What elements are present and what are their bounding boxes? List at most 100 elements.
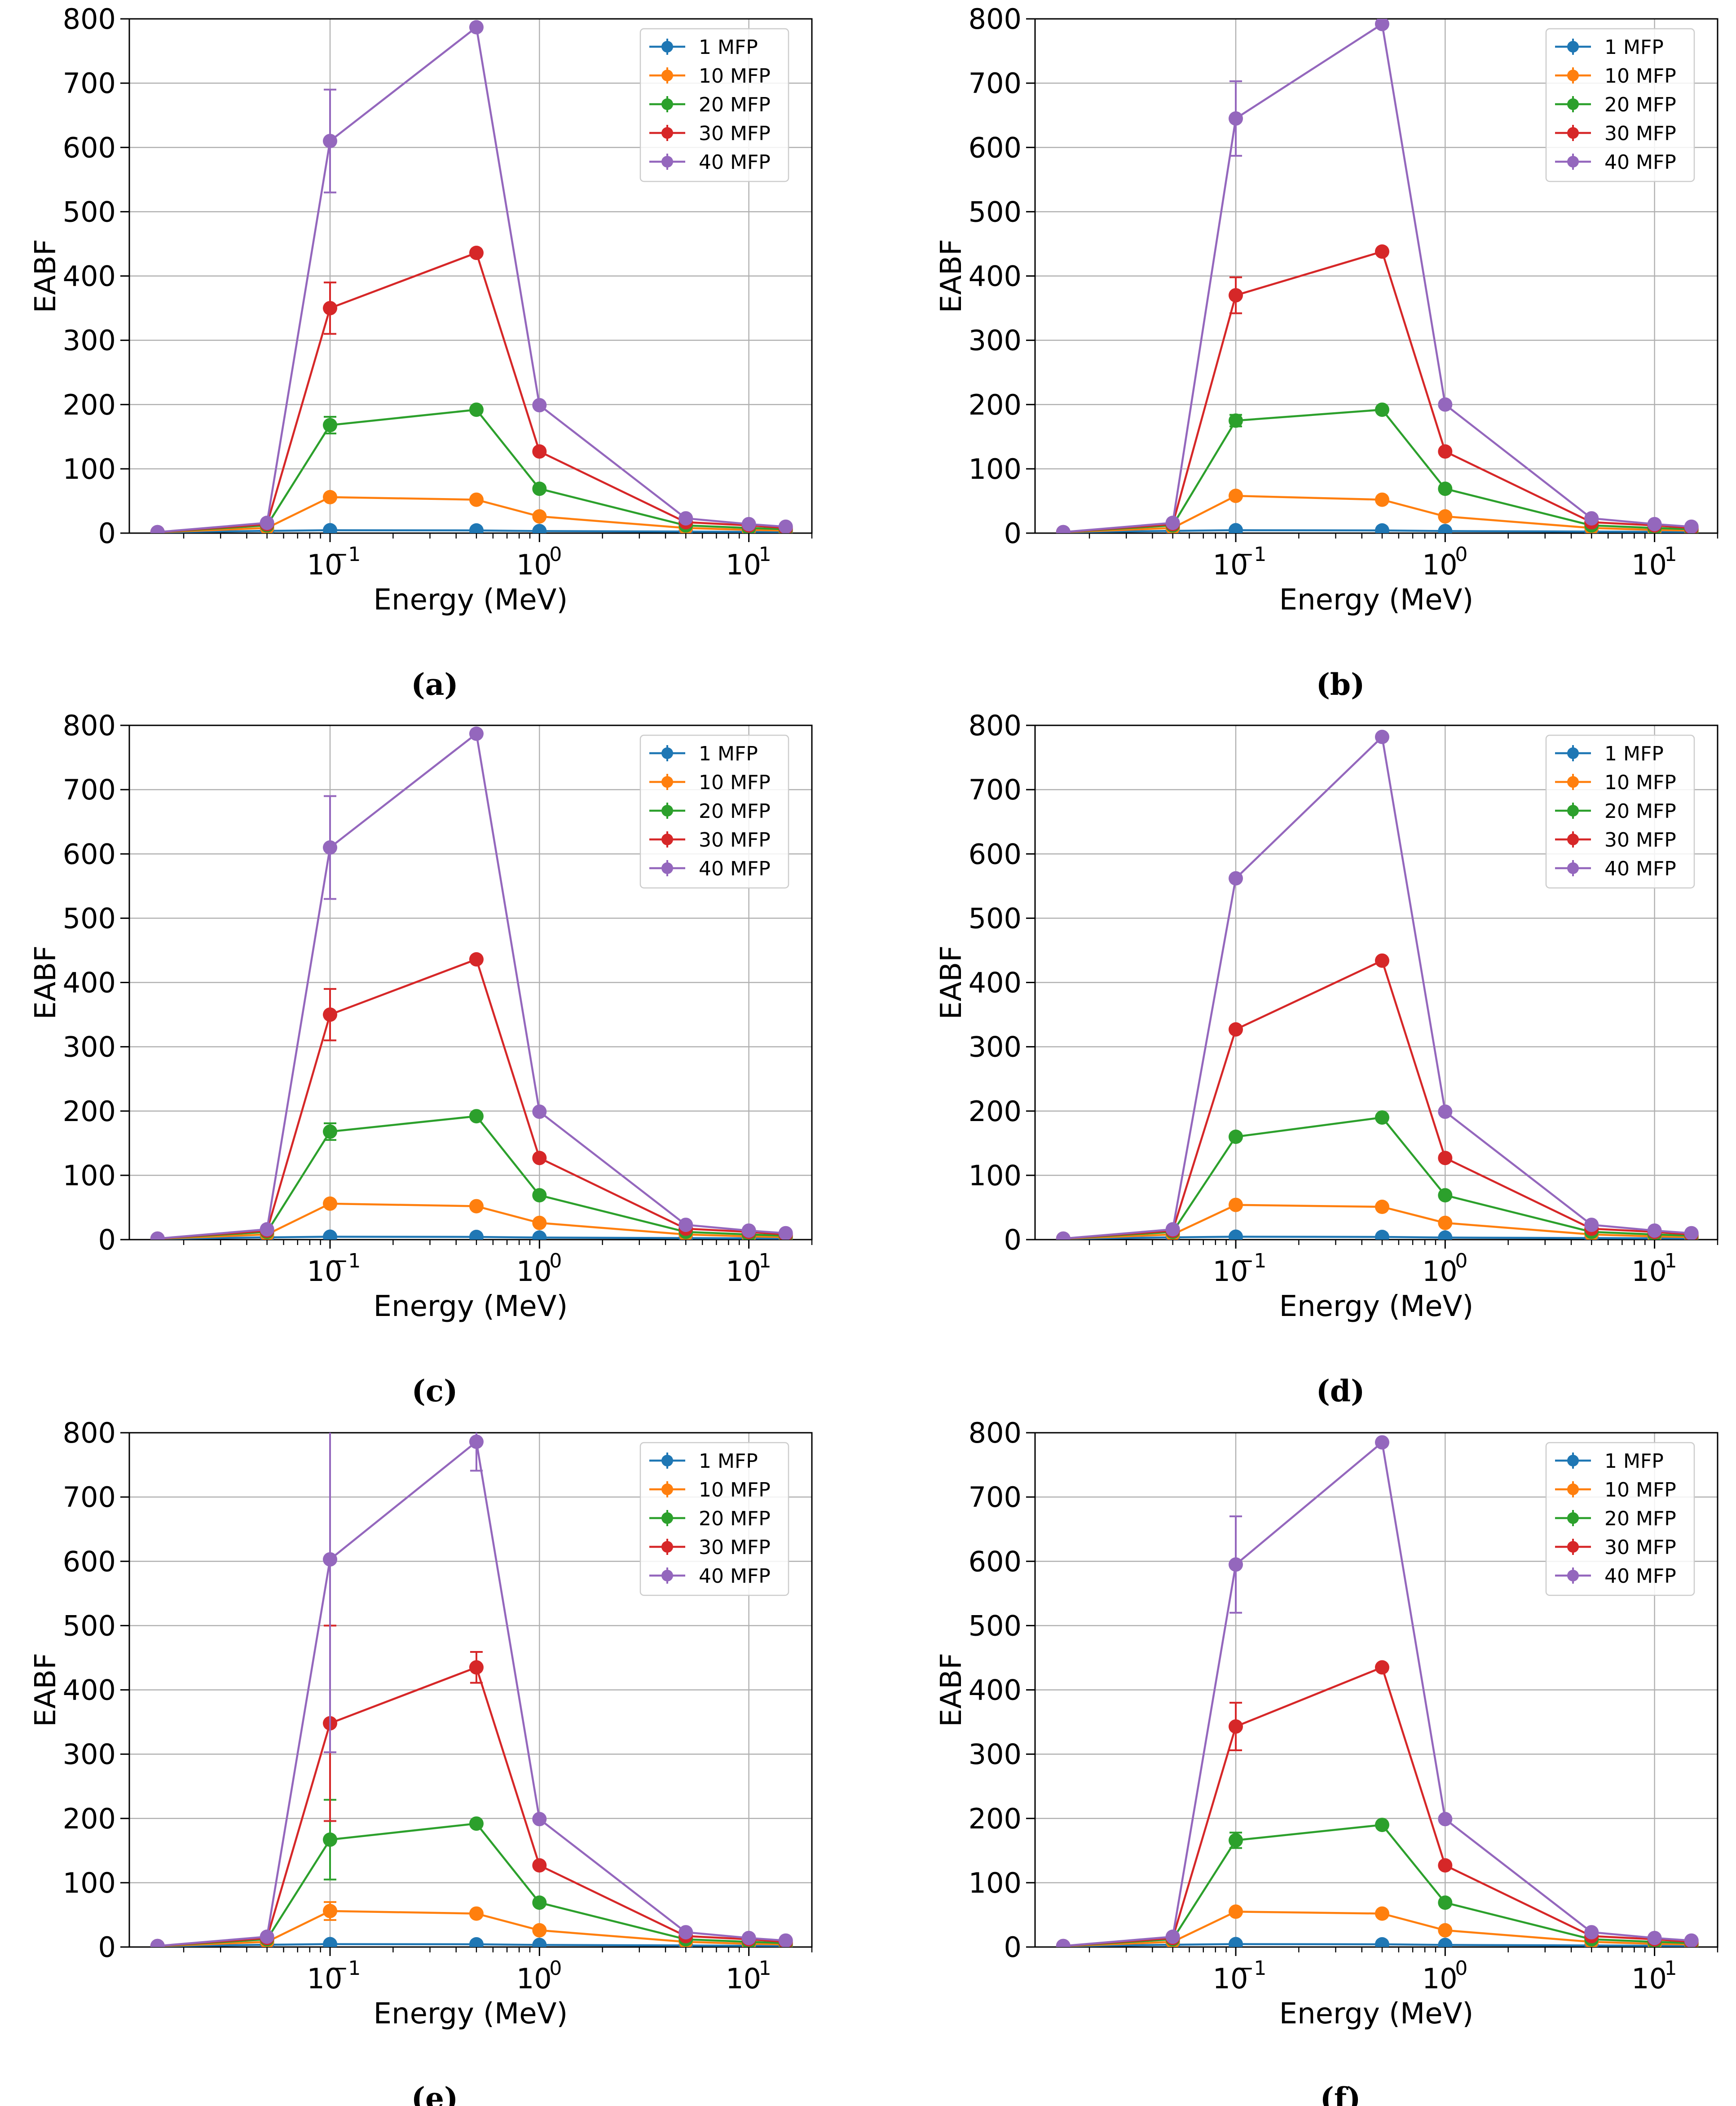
legend-marker [1567, 834, 1579, 845]
y-tick-label: 500 [63, 902, 116, 935]
data-point [532, 1188, 547, 1203]
y-tick-label: 700 [63, 773, 116, 806]
series-line-30-mfp [157, 1666, 786, 1947]
data-point [1438, 444, 1453, 459]
legend-marker [1567, 1455, 1579, 1466]
legend-entry: 10 MFP [699, 771, 771, 794]
legend-marker [1567, 1512, 1579, 1524]
panel-caption: (f) [1320, 2081, 1361, 2106]
data-point [1375, 953, 1389, 968]
y-tick-label: 500 [63, 1609, 116, 1642]
y-tick-label: 100 [63, 1867, 116, 1899]
series-line-10-mfp [157, 1910, 786, 1947]
x-axis-label: Energy (MeV) [1279, 1997, 1474, 2031]
data-point [1056, 1231, 1071, 1240]
legend-marker [1567, 1570, 1579, 1581]
legend-frame [1545, 28, 1695, 182]
x-tick-label: 10 [1631, 1962, 1667, 1995]
data-point [323, 523, 338, 533]
y-tick-label: 400 [63, 260, 116, 293]
series-line-20-mfp [157, 408, 786, 533]
y-tick-label: 0 [98, 1931, 116, 1964]
series-line-1-mfp [157, 1236, 786, 1240]
data-point [532, 1938, 547, 1947]
data-point [679, 1925, 693, 1940]
y-axis-label: EABF [29, 945, 62, 1020]
y-tick-label: 100 [63, 453, 116, 486]
y-tick-label: 200 [969, 1802, 1022, 1835]
legend-marker [661, 70, 673, 81]
legend-entry: 30 MFP [1604, 1536, 1676, 1559]
data-point [1375, 1229, 1389, 1240]
x-tick-exponent: 1 [1665, 1249, 1677, 1272]
legend-frame [639, 28, 789, 182]
series-line-10-mfp [1063, 1911, 1692, 1947]
data-point [1375, 1818, 1389, 1832]
data-point [532, 1104, 547, 1119]
y-tick-label: 800 [63, 1417, 116, 1449]
y-tick-label: 400 [969, 1674, 1022, 1707]
data-point [469, 492, 484, 507]
series-line-30-mfp [1063, 250, 1692, 533]
data-point [1684, 1226, 1699, 1240]
legend-marker [661, 1483, 673, 1495]
data-point [778, 519, 793, 533]
series-line-1-mfp [157, 1943, 786, 1947]
x-axis-label: Energy (MeV) [374, 583, 568, 617]
y-tick-label: 0 [1004, 517, 1022, 550]
x-axis-label: Energy (MeV) [374, 1290, 568, 1323]
y-tick-label: 300 [969, 1738, 1022, 1771]
x-tick-label: 10 [516, 548, 552, 581]
y-tick-label: 100 [969, 1867, 1022, 1899]
data-point [679, 1218, 693, 1232]
legend-marker [661, 834, 673, 845]
data-point [1229, 111, 1243, 126]
panel-caption: (d) [1316, 1373, 1365, 1408]
x-tick-label: 10 [1213, 1962, 1248, 1995]
legend-marker [661, 1512, 673, 1524]
data-point [1684, 1933, 1699, 1947]
legend-marker [661, 1541, 673, 1553]
data-point [1584, 1218, 1599, 1232]
y-tick-label: 600 [63, 1545, 116, 1578]
x-tick-label: 10 [726, 548, 761, 581]
data-point [1375, 1435, 1389, 1450]
data-point [1375, 729, 1389, 744]
legend-marker [1567, 747, 1579, 759]
y-tick-label: 400 [63, 1674, 116, 1707]
data-point [1438, 397, 1453, 412]
data-point [532, 1151, 547, 1166]
y-tick-label: 800 [63, 709, 116, 742]
data-point [469, 1816, 484, 1831]
data-point [469, 1229, 484, 1240]
data-point [1375, 19, 1389, 31]
x-tick-label: 10 [1213, 548, 1248, 581]
legend: 1 MFP 10 MFP 20 MFP 30 MFP 40 MFP [1545, 1442, 1695, 1596]
y-tick-label: 0 [1004, 1931, 1022, 1964]
data-point [469, 20, 484, 35]
series-line-1-mfp [1063, 529, 1692, 533]
data-point [323, 301, 338, 316]
data-point [1229, 288, 1243, 303]
y-axis-label: EABF [935, 1653, 968, 1727]
data-point [323, 1552, 338, 1567]
y-tick-label: 300 [969, 324, 1022, 357]
data-point [1438, 509, 1453, 524]
data-point [469, 1435, 484, 1449]
y-tick-label: 400 [969, 260, 1022, 293]
x-tick-exponent: −1 [332, 1249, 361, 1272]
x-tick-exponent: 1 [759, 1957, 771, 1980]
series-line-20-mfp [1063, 408, 1692, 533]
data-point [1229, 1937, 1243, 1947]
data-point [532, 1895, 547, 1910]
y-tick-label: 600 [63, 838, 116, 870]
data-point [741, 1223, 756, 1238]
x-tick-label: 10 [307, 1255, 343, 1288]
legend-marker [661, 156, 673, 168]
series-line-30-mfp [157, 958, 786, 1240]
data-point [1375, 1110, 1389, 1125]
